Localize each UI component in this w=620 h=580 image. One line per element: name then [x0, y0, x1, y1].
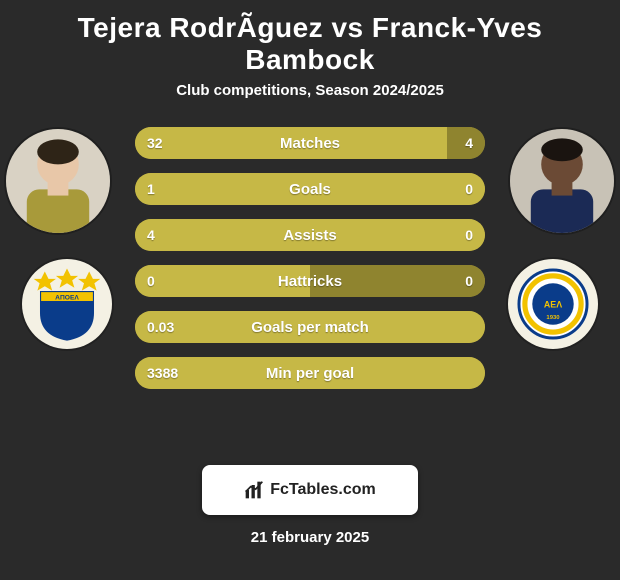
- page-title: Tejera RodrÃ­guez vs Franck-Yves Bambock: [0, 8, 620, 82]
- stats-bars: 32 4 Matches 1 0 Goals 4 0 Assists 0 0 Hattricks 0.0…: [135, 127, 485, 389]
- stat-label: Goals per match: [251, 319, 369, 336]
- stat-value-right: 0: [465, 273, 473, 289]
- club-left-badge: ΑΠΟΕΛ: [22, 259, 112, 349]
- stat-label: Hattricks: [278, 273, 342, 290]
- stat-label: Matches: [280, 135, 340, 152]
- stat-bar: 3388 Min per goal: [135, 357, 485, 389]
- stat-label: Goals: [289, 181, 331, 198]
- stat-value-right: 0: [465, 181, 473, 197]
- svg-text:ΑΠΟΕΛ: ΑΠΟΕΛ: [55, 295, 79, 302]
- club-right-icon: ΑΕΛ 1930: [516, 267, 590, 341]
- stat-value-left: 3388: [147, 365, 178, 381]
- stat-value-right: 4: [465, 135, 473, 151]
- stat-bar: 32 4 Matches: [135, 127, 485, 159]
- stat-bar: 0 0 Hattricks: [135, 265, 485, 297]
- svg-text:ΑΕΛ: ΑΕΛ: [544, 300, 562, 310]
- stat-bar: 4 0 Assists: [135, 219, 485, 251]
- stat-value-left: 0.03: [147, 319, 174, 335]
- stat-value-left: 4: [147, 227, 155, 243]
- player-left-avatar: [6, 129, 110, 233]
- club-right-badge: ΑΕΛ 1930: [508, 259, 598, 349]
- comparison-card: Tejera RodrÃ­guez vs Franck-Yves Bambock…: [0, 0, 620, 546]
- stat-label: Min per goal: [266, 365, 354, 382]
- player-right-icon: [510, 129, 614, 233]
- date-label: 21 february 2025: [0, 529, 620, 546]
- stat-label: Assists: [283, 227, 336, 244]
- svg-text:1930: 1930: [546, 315, 560, 321]
- stat-value-left: 1: [147, 181, 155, 197]
- club-left-icon: ΑΠΟΕΛ: [30, 267, 104, 341]
- footer-brand-label: FcTables.com: [270, 481, 376, 499]
- stat-bar: 0.03 Goals per match: [135, 311, 485, 343]
- bar-chart-icon: [244, 480, 264, 500]
- comparison-stage: ΑΠΟΕΛ ΑΕΛ 1930 32 4 Matches 1 0 Goals 4 0 Assist…: [0, 119, 620, 459]
- stat-bar: 1 0 Goals: [135, 173, 485, 205]
- subtitle: Club competitions, Season 2024/2025: [0, 82, 620, 119]
- stat-value-left: 32: [147, 135, 163, 151]
- footer-brand-card[interactable]: FcTables.com: [202, 465, 418, 515]
- player-right-avatar: [510, 129, 614, 233]
- player-left-icon: [6, 129, 110, 233]
- stat-value-right: 0: [465, 227, 473, 243]
- stat-value-left: 0: [147, 273, 155, 289]
